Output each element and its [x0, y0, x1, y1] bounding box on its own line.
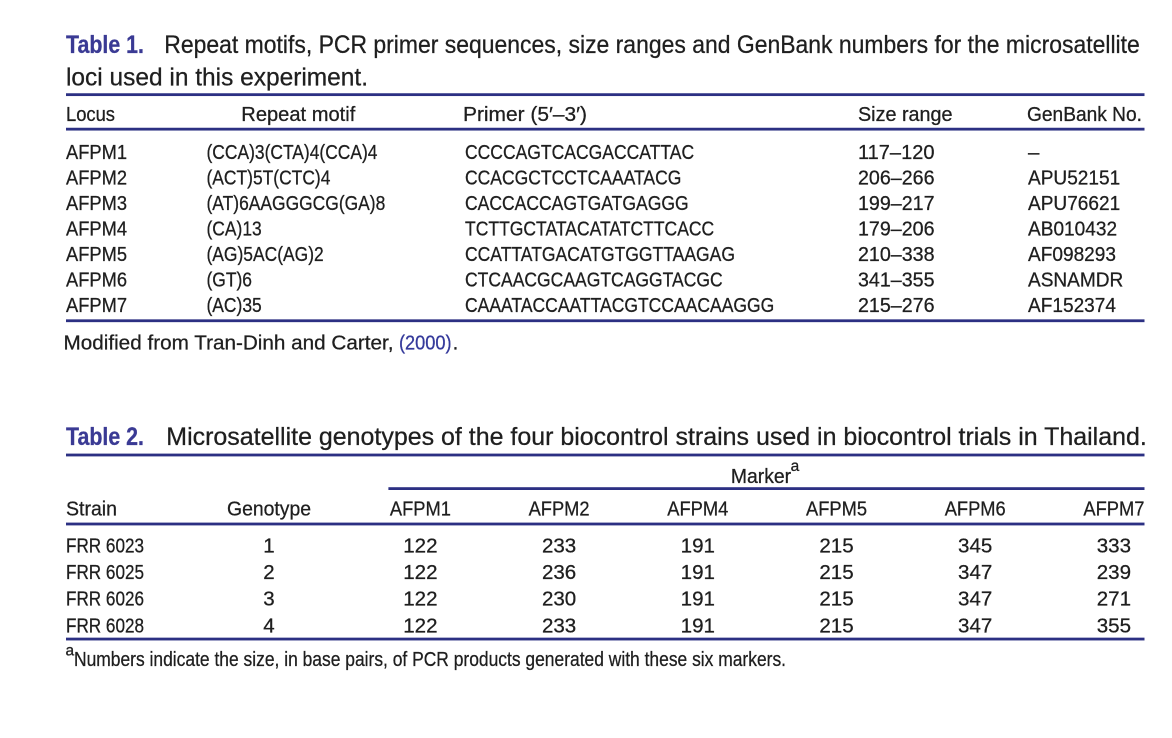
svg-text:215: 215: [819, 614, 853, 637]
svg-text:CCACGCTCCTCAAATACG: CCACGCTCCTCAAATACG: [465, 167, 681, 190]
svg-text:215: 215: [819, 535, 853, 558]
svg-text:AF152374: AF152374: [1028, 294, 1116, 317]
svg-text:APU76621: APU76621: [1028, 192, 1120, 215]
svg-text:CTCAACGCAAGTCAGGTACGC: CTCAACGCAAGTCAGGTACGC: [465, 269, 723, 292]
svg-text:ASNAMDR: ASNAMDR: [1028, 269, 1123, 292]
svg-text:Repeat motifs, PCR primer sequ: Repeat motifs, PCR primer sequences, siz…: [164, 31, 1140, 59]
svg-text:341–355: 341–355: [858, 269, 935, 292]
svg-text:AFPM4: AFPM4: [66, 218, 127, 241]
svg-text:AF098293: AF098293: [1028, 243, 1116, 266]
svg-text:345: 345: [958, 535, 992, 558]
svg-text:(AG)5AC(AG)2: (AG)5AC(AG)2: [207, 243, 324, 266]
svg-text:210–338: 210–338: [858, 243, 935, 266]
svg-text:122: 122: [403, 614, 437, 637]
svg-text:191: 191: [681, 588, 715, 611]
svg-text:.: .: [453, 332, 459, 355]
svg-text:AFPM4: AFPM4: [667, 497, 728, 520]
svg-text:Table 1.: Table 1.: [66, 31, 144, 59]
svg-text:191: 191: [681, 614, 715, 637]
svg-text:1: 1: [263, 535, 274, 558]
svg-text:3: 3: [263, 588, 274, 611]
svg-text:Size range: Size range: [858, 103, 953, 126]
svg-text:333: 333: [1097, 535, 1131, 558]
svg-text:AB010432: AB010432: [1028, 218, 1117, 241]
svg-text:AFPM3: AFPM3: [66, 192, 127, 215]
svg-text:117–120: 117–120: [858, 141, 935, 164]
svg-text:199–217: 199–217: [858, 192, 935, 215]
svg-text:AFPM1: AFPM1: [66, 141, 127, 164]
svg-text:–: –: [1028, 141, 1040, 164]
svg-text:347: 347: [958, 614, 992, 637]
svg-text:271: 271: [1097, 588, 1131, 611]
svg-text:(CA)13: (CA)13: [207, 218, 262, 241]
svg-text:Genotype: Genotype: [227, 497, 311, 520]
svg-text:347: 347: [958, 561, 992, 584]
svg-text:AFPM5: AFPM5: [806, 497, 867, 520]
svg-text:(AT)6AAGGGCG(GA)8: (AT)6AAGGGCG(GA)8: [207, 192, 386, 215]
svg-text:CCATTATGACATGTGGTTAAGAG: CCATTATGACATGTGGTTAAGAG: [465, 243, 735, 266]
svg-text:(2000): (2000): [399, 332, 452, 355]
svg-text:Primer (5′–3′): Primer (5′–3′): [463, 103, 587, 126]
svg-text:FRR 6026: FRR 6026: [66, 588, 144, 611]
svg-text:Numbers indicate the size, in: Numbers indicate the size, in base pairs…: [74, 648, 786, 671]
svg-text:4: 4: [263, 614, 274, 637]
svg-text:CAAATACCAATTACGTCCAACAAGGG: CAAATACCAATTACGTCCAACAAGGG: [465, 294, 774, 317]
svg-text:2: 2: [263, 561, 274, 584]
svg-text:347: 347: [958, 588, 992, 611]
svg-text:215: 215: [819, 561, 853, 584]
svg-text:FRR 6028: FRR 6028: [66, 614, 144, 637]
svg-text:APU52151: APU52151: [1028, 167, 1120, 190]
svg-text:179–206: 179–206: [858, 218, 935, 241]
svg-text:122: 122: [403, 588, 437, 611]
svg-text:Marker: Marker: [731, 465, 791, 488]
svg-text:AFPM7: AFPM7: [1083, 497, 1144, 520]
svg-text:GenBank No.: GenBank No.: [1027, 103, 1142, 126]
svg-text:AFPM1: AFPM1: [390, 497, 451, 520]
svg-text:Repeat motif: Repeat motif: [241, 103, 355, 126]
svg-text:236: 236: [542, 561, 576, 584]
svg-text:(GT)6: (GT)6: [207, 269, 253, 292]
svg-text:AFPM2: AFPM2: [66, 167, 127, 190]
svg-text:239: 239: [1097, 561, 1131, 584]
svg-text:(ACT)5T(CTC)4: (ACT)5T(CTC)4: [207, 167, 331, 190]
svg-text:CACCACCAGTGATGAGGG: CACCACCAGTGATGAGGG: [465, 192, 689, 215]
svg-text:a: a: [791, 458, 800, 475]
svg-text:230: 230: [542, 588, 576, 611]
svg-text:TCTTGCTATACATATCTTCACC: TCTTGCTATACATATCTTCACC: [465, 218, 714, 241]
svg-text:(AC)35: (AC)35: [207, 294, 262, 317]
svg-text:233: 233: [542, 535, 576, 558]
svg-text:AFPM2: AFPM2: [529, 497, 590, 520]
svg-text:Modified from Tran-Dinh and Ca: Modified from Tran-Dinh and Carter,: [64, 332, 394, 355]
svg-text:AFPM5: AFPM5: [66, 243, 127, 266]
svg-text:206–266: 206–266: [858, 167, 935, 190]
svg-text:AFPM6: AFPM6: [66, 269, 127, 292]
svg-text:AFPM6: AFPM6: [945, 497, 1006, 520]
svg-text:loci used in this experiment.: loci used in this experiment.: [66, 63, 368, 91]
svg-text:AFPM7: AFPM7: [66, 294, 127, 317]
svg-text:Table 2.: Table 2.: [66, 423, 144, 451]
svg-text:FRR 6023: FRR 6023: [66, 535, 144, 558]
svg-text:215: 215: [819, 588, 853, 611]
svg-text:215–276: 215–276: [858, 294, 935, 317]
svg-text:355: 355: [1097, 614, 1131, 637]
svg-text:Strain: Strain: [66, 497, 117, 520]
svg-text:(CCA)3(CTA)4(CCA)4: (CCA)3(CTA)4(CCA)4: [207, 141, 378, 164]
svg-text:a: a: [66, 643, 75, 660]
svg-text:233: 233: [542, 614, 576, 637]
svg-text:122: 122: [403, 535, 437, 558]
svg-text:FRR 6025: FRR 6025: [66, 561, 144, 584]
svg-text:CCCCAGTCACGACCATTAC: CCCCAGTCACGACCATTAC: [465, 141, 694, 164]
svg-text:191: 191: [681, 561, 715, 584]
svg-text:122: 122: [403, 561, 437, 584]
svg-text:191: 191: [681, 535, 715, 558]
svg-text:Microsatellite genotypes of th: Microsatellite genotypes of the four bio…: [166, 423, 1147, 451]
svg-text:Locus: Locus: [66, 103, 115, 126]
